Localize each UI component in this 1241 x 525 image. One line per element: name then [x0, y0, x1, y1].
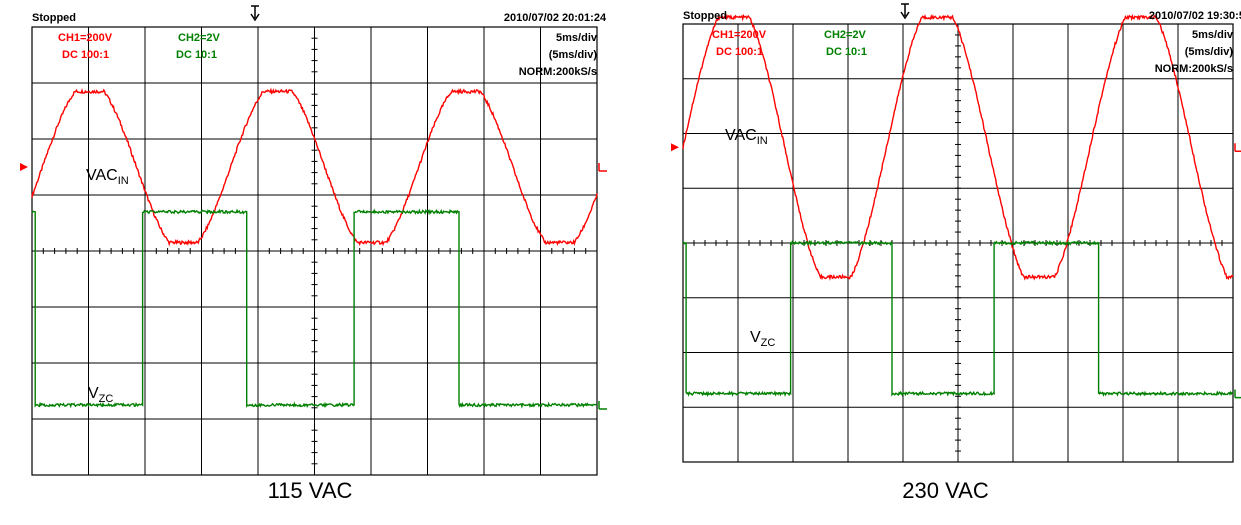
ch2-coupling: DC 10:1 — [826, 46, 867, 58]
ch1-trace-label-main: VAC — [725, 127, 757, 144]
ch2-trace — [31, 208, 598, 409]
ch1-setting: CH1=200V — [58, 32, 113, 44]
ch1-trace-label: VACIN — [725, 127, 768, 147]
ch2-trace-label: VZC — [750, 329, 775, 349]
ch2-trace-label-sub: ZC — [99, 393, 114, 405]
ch2-setting: CH2=2V — [178, 32, 221, 44]
oscilloscope-capture-115vac: Stopped 2010/07/02 20:01:24 CH1=200V DC 100… — [0, 0, 620, 520]
grid — [682, 23, 1234, 463]
ch1-coupling: DC 100:1 — [62, 49, 109, 61]
timebase-text: 5ms/div — [556, 32, 598, 44]
ch2-trace-label-sub: ZC — [761, 337, 776, 349]
caption-115vac: 115 VAC — [267, 478, 353, 503]
channel-1-ground-marker-icon — [598, 163, 607, 172]
status-text: Stopped — [683, 10, 727, 22]
channel-2-ground-marker-icon — [598, 401, 607, 410]
ch1-setting: CH1=200V — [712, 29, 767, 41]
ch2-trace-label: VZC — [88, 385, 113, 405]
ch2-trace — [682, 239, 1234, 398]
ch2-trace-label-main: V — [88, 385, 99, 402]
timestamp-text: 2010/07/02 20:01:24 — [504, 12, 607, 24]
caption-230vac: 230 VAC — [902, 478, 989, 503]
timestamp-text: 2010/07/02 19:30:52 — [1149, 10, 1241, 22]
ch1-trace-label: VACIN — [86, 167, 129, 187]
trigger-t-arrow-icon — [250, 5, 260, 22]
ch2-setting: CH2=2V — [824, 29, 867, 41]
acquisition-text: NORM:200kS/s — [1155, 63, 1233, 75]
trigger-t-arrow-icon — [900, 3, 910, 20]
ch1-trace — [682, 13, 1234, 281]
ch1-coupling: DC 100:1 — [716, 46, 763, 58]
ch1-trace-label-sub: IN — [757, 135, 768, 147]
scope-screen-left: Stopped 2010/07/02 20:01:24 CH1=200V DC 100… — [20, 5, 607, 476]
ch1-trace-label-sub: IN — [118, 175, 129, 187]
grid — [31, 26, 598, 476]
ch1-trace — [31, 87, 598, 247]
oscilloscope-capture-230vac: Stopped 2010/07/02 19:30:52 CH1=200V DC 100… — [650, 0, 1241, 520]
ch2-coupling: DC 10:1 — [176, 49, 217, 61]
ch1-trace-label-main: VAC — [86, 167, 118, 184]
timebase-text: 5ms/div — [1192, 29, 1234, 41]
status-text: Stopped — [32, 12, 76, 24]
channel-1-ground-marker-icon — [20, 163, 28, 171]
scope-screen-right: Stopped 2010/07/02 19:30:52 CH1=200V DC 100… — [671, 3, 1241, 463]
channel-1-ground-marker-icon — [671, 143, 679, 152]
ch2-trace-label-main: V — [750, 329, 761, 346]
acquisition-text: NORM:200kS/s — [519, 66, 597, 78]
timebase-paren-text: (5ms/div) — [549, 49, 598, 61]
channel-1-ground-marker-icon — [1234, 143, 1241, 152]
timebase-paren-text: (5ms/div) — [1185, 46, 1234, 58]
channel-2-ground-marker-icon — [1234, 389, 1241, 399]
